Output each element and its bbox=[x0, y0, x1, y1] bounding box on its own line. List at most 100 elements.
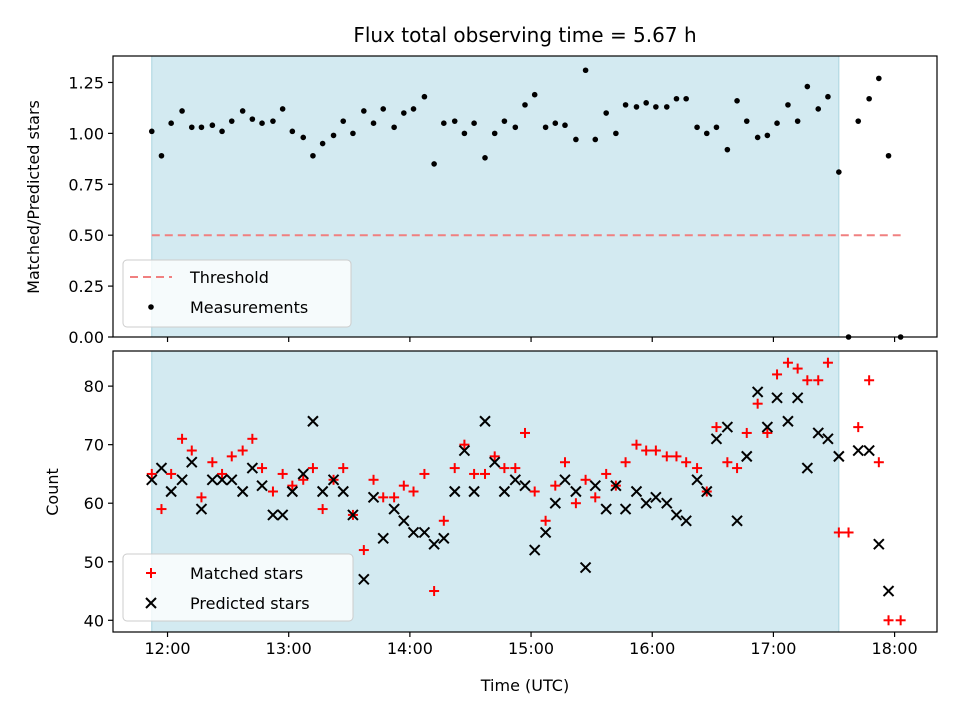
count-series-1-point-41 bbox=[559, 474, 571, 486]
ratio-series-0-point-31 bbox=[461, 130, 468, 137]
ratio-series-0-point-5 bbox=[198, 124, 205, 131]
count-series-0-point-21 bbox=[358, 545, 369, 556]
count-series-0-point-67 bbox=[822, 357, 833, 368]
count-series-1-point-17 bbox=[316, 485, 329, 498]
count-series-0-point-1 bbox=[156, 504, 167, 515]
ratio-series-0-point-28 bbox=[431, 161, 437, 167]
ratio-series-0-point-44 bbox=[592, 136, 599, 143]
count-series-1-point-33 bbox=[479, 415, 491, 427]
ratio-series-0-point-64 bbox=[794, 118, 801, 124]
count-series-1-point-45 bbox=[600, 503, 612, 515]
ratio-series-0-point-3 bbox=[179, 108, 185, 114]
ratio-legend: Threshold Measurements bbox=[122, 259, 352, 328]
ratio-series-0-point-71 bbox=[866, 95, 872, 102]
count-series-1-point-25 bbox=[398, 515, 410, 527]
count-series-1-point-44 bbox=[589, 479, 601, 492]
count-series-0-point-49 bbox=[641, 445, 652, 456]
ratio-panel: 0.00 0.25 0.50 0.75 1.00 1.25 Matched/Predict… bbox=[24, 55, 938, 347]
count-series-1-point-53 bbox=[680, 515, 692, 527]
count-series-1-point-37 bbox=[519, 479, 531, 492]
count-series-0-point-4 bbox=[186, 445, 197, 456]
count-series-0-point-44 bbox=[590, 492, 601, 503]
count-legend: Matched stars Predicted stars bbox=[122, 553, 354, 622]
count-series-1-point-51 bbox=[661, 497, 673, 509]
count-series-0-point-41 bbox=[559, 457, 570, 468]
count-series-0-point-52 bbox=[671, 451, 682, 462]
count-panel-ticks: 12:00 13:00 14:00 15:00 16:00 17:00 18:00 40 50 6… bbox=[84, 377, 918, 658]
ratio-series-0-point-59 bbox=[743, 118, 750, 124]
ratio-series-0-point-24 bbox=[391, 124, 397, 131]
count-series-0-point-7 bbox=[217, 468, 228, 479]
count-series-1-point-29 bbox=[438, 532, 450, 545]
count-panel: 12:00 13:00 14:00 15:00 16:00 17:00 18:00 40 50 6… bbox=[43, 350, 938, 695]
count-series-0-point-34 bbox=[489, 451, 500, 462]
ratio-series-0-point-22 bbox=[370, 120, 377, 126]
count-series-0-point-24 bbox=[389, 492, 400, 503]
count-panel-frame bbox=[112, 350, 938, 633]
count-series-0-point-33 bbox=[480, 468, 491, 479]
count-ytick-label-3: 70 bbox=[84, 436, 104, 455]
count-series-0-point-22 bbox=[368, 474, 379, 485]
count-series-0-point-71 bbox=[864, 375, 875, 386]
ratio-ytick-label-4: 1.00 bbox=[68, 124, 104, 143]
count-series-0-point-69 bbox=[843, 527, 854, 538]
count-series-1-point-24 bbox=[388, 503, 400, 515]
count-series-1-point-6 bbox=[206, 474, 219, 486]
ratio-ytick-label-5: 1.25 bbox=[68, 73, 104, 92]
count-series-1-point-32 bbox=[468, 485, 480, 498]
count-series-1-point-47 bbox=[619, 503, 632, 515]
count-series-0-point-57 bbox=[722, 457, 733, 468]
count-ytick-label-2: 60 bbox=[84, 494, 104, 513]
count-series-1-point-62 bbox=[771, 392, 783, 404]
count-series-1-point-9 bbox=[236, 485, 249, 498]
count-series-0-point-45 bbox=[601, 468, 612, 479]
ratio-series-0-point-4 bbox=[188, 124, 195, 131]
count-series-1-point-54 bbox=[691, 474, 703, 486]
count-series-1-point-22 bbox=[367, 491, 380, 504]
ratio-series-0-point-15 bbox=[300, 134, 307, 141]
count-series-1-point-64 bbox=[791, 392, 804, 404]
count-series-1-point-15 bbox=[297, 468, 309, 480]
ratio-series-0-point-52 bbox=[673, 95, 680, 102]
ratio-series-0-point-47 bbox=[622, 102, 629, 108]
ratio-series-0-point-14 bbox=[289, 128, 296, 135]
count-series-1-point-28 bbox=[428, 538, 440, 550]
count-series-1-point-55 bbox=[701, 485, 713, 498]
ratio-series-0-point-43 bbox=[582, 67, 589, 74]
count-series-0-point-27 bbox=[419, 468, 430, 479]
ratio-series-0-point-30 bbox=[451, 118, 458, 124]
count-series-1-point-71 bbox=[873, 538, 885, 550]
xtick-label-6: 18:00 bbox=[872, 639, 918, 658]
xtick-label-0: 12:00 bbox=[144, 639, 190, 658]
ratio-legend-measurements-swatch bbox=[148, 304, 154, 310]
ratio-series-0-point-6 bbox=[209, 122, 216, 129]
count-series-1-point-20 bbox=[347, 509, 359, 521]
count-series-1-point-72 bbox=[882, 585, 895, 597]
ratio-series-0-point-9 bbox=[239, 108, 246, 114]
count-series-0-point-64 bbox=[792, 363, 803, 374]
ratio-series-0-point-67 bbox=[825, 93, 831, 100]
ratio-series-0-point-19 bbox=[340, 118, 347, 124]
ratio-legend-measurements-label: Measurements bbox=[190, 298, 308, 317]
count-series-1-point-56 bbox=[710, 433, 723, 445]
ratio-series-0-point-57 bbox=[724, 146, 731, 153]
ratio-series-0-point-1 bbox=[158, 152, 165, 159]
count-series-0-point-72 bbox=[873, 457, 884, 468]
count-series-0-point-39 bbox=[540, 515, 551, 526]
count-series-0-point-25 bbox=[398, 480, 409, 491]
count-legend-predicted-label: Predicted stars bbox=[190, 594, 310, 613]
count-series-0-point-14 bbox=[287, 480, 298, 491]
ratio-series-0-point-21 bbox=[361, 108, 367, 114]
ratio-legend-box bbox=[122, 259, 352, 328]
count-series-0-point-35 bbox=[499, 463, 510, 474]
ratio-series-0-point-12 bbox=[270, 118, 276, 124]
xtick-label-5: 17:00 bbox=[750, 639, 796, 658]
count-series-1-point-10 bbox=[246, 462, 259, 474]
count-series-0-point-42 bbox=[570, 498, 581, 509]
count-series-1-point-40 bbox=[549, 497, 562, 509]
count-series-1-point-58 bbox=[731, 515, 743, 527]
count-series-0-point-26 bbox=[408, 486, 419, 497]
ratio-series-0-point-42 bbox=[573, 136, 579, 143]
ratio-series-0-point-63 bbox=[785, 102, 791, 108]
count-series-0-point-48 bbox=[631, 439, 642, 450]
